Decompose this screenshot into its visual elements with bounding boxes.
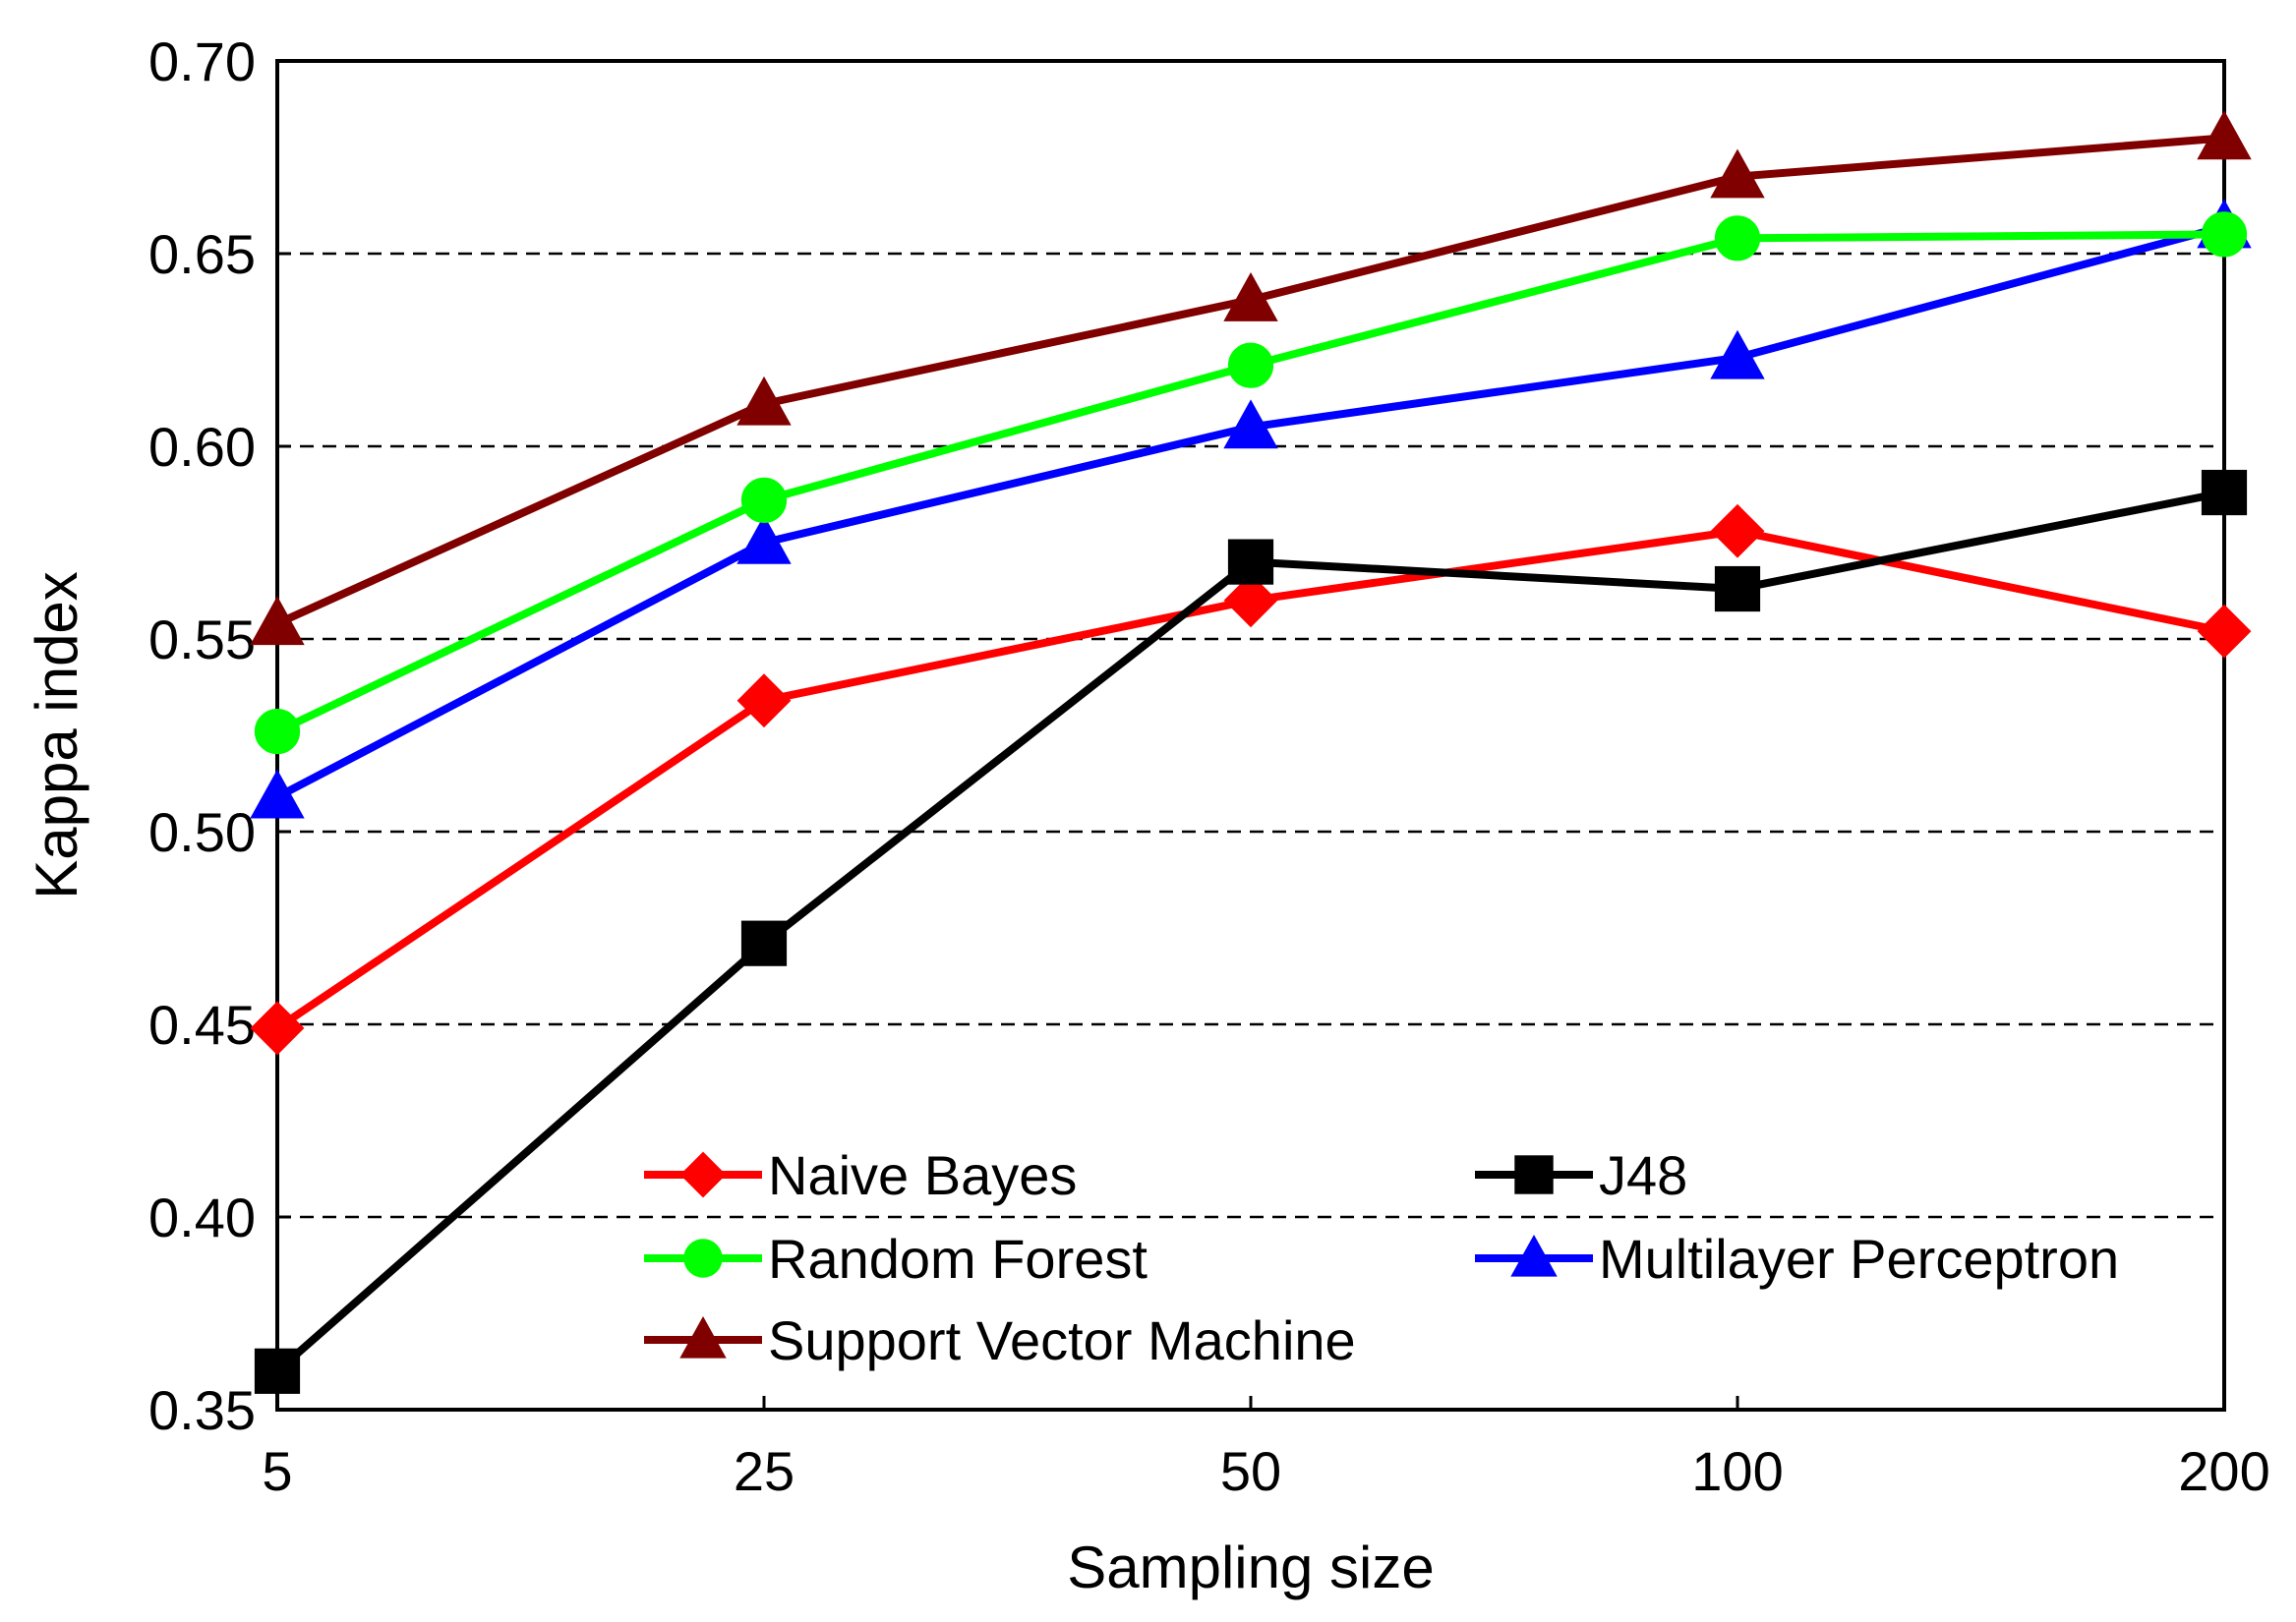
series-support-vector-machine bbox=[250, 110, 2252, 646]
y-tick-label: 0.45 bbox=[148, 994, 256, 1056]
data-point bbox=[1714, 565, 1761, 612]
data-point bbox=[740, 477, 788, 523]
data-point bbox=[2201, 211, 2248, 258]
legend-marker bbox=[683, 1239, 723, 1278]
legend-entry: Random Forest bbox=[644, 1228, 1148, 1290]
legend-label: Random Forest bbox=[768, 1228, 1148, 1290]
legend-label: J48 bbox=[1599, 1144, 1687, 1206]
y-tick-label: 0.55 bbox=[148, 608, 256, 670]
y-tick-label: 0.40 bbox=[148, 1187, 256, 1248]
data-point bbox=[250, 596, 305, 646]
y-axis-title: Kappa index bbox=[24, 571, 89, 899]
x-tick-label: 25 bbox=[734, 1440, 795, 1502]
data-point bbox=[1710, 148, 1765, 199]
data-point bbox=[250, 1001, 305, 1056]
series-layer bbox=[250, 110, 2252, 1394]
x-tick-label: 50 bbox=[1220, 1440, 1281, 1502]
data-point bbox=[2197, 110, 2252, 160]
x-tick-label: 5 bbox=[262, 1440, 292, 1502]
data-point bbox=[2197, 604, 2252, 659]
series-naive-bayes bbox=[250, 503, 2252, 1056]
x-tick-label: 200 bbox=[2178, 1440, 2269, 1502]
data-point bbox=[736, 514, 792, 564]
legend-marker bbox=[679, 1315, 727, 1359]
data-point bbox=[250, 769, 305, 819]
x-axis-title: Sampling size bbox=[1067, 1535, 1435, 1600]
plot-frame bbox=[275, 59, 2226, 1412]
y-tick-label: 0.70 bbox=[148, 30, 256, 92]
data-point bbox=[1227, 342, 1274, 388]
data-point bbox=[254, 1348, 301, 1394]
legend-marker bbox=[1510, 1234, 1558, 1277]
grid-lines bbox=[277, 252, 2224, 1219]
legend-label: Support Vector Machine bbox=[768, 1309, 1356, 1371]
data-point bbox=[740, 920, 788, 966]
data-point bbox=[1223, 271, 1278, 321]
data-point bbox=[1227, 539, 1274, 585]
series-j48 bbox=[254, 469, 2248, 1394]
data-point bbox=[736, 376, 792, 426]
y-tick-label: 0.35 bbox=[148, 1379, 256, 1441]
legend-entry: J48 bbox=[1475, 1144, 1687, 1206]
data-point bbox=[1223, 573, 1278, 628]
series-random-forest bbox=[254, 211, 2248, 755]
legend: Naive Bayes J48 Random Forest Multilayer Pe… bbox=[644, 1144, 2119, 1371]
data-point bbox=[2201, 469, 2248, 516]
data-point bbox=[1714, 215, 1761, 261]
data-point bbox=[254, 708, 301, 755]
y-tick-label: 0.60 bbox=[148, 416, 256, 478]
data-point bbox=[736, 673, 792, 728]
y-tick-label: 0.50 bbox=[148, 801, 256, 863]
legend-marker bbox=[1514, 1155, 1554, 1194]
legend-label: Multilayer Perceptron bbox=[1599, 1228, 2119, 1290]
legend-entry: Naive Bayes bbox=[644, 1144, 1077, 1206]
x-axis: 5 25 50 100 200 bbox=[262, 1396, 2270, 1502]
data-point bbox=[1710, 503, 1765, 558]
legend-entry: Multilayer Perceptron bbox=[1475, 1228, 2119, 1290]
data-point bbox=[1223, 399, 1278, 449]
legend-marker bbox=[679, 1151, 727, 1198]
y-axis: 0.35 0.40 0.45 0.50 0.55 0.60 0.65 0.70 bbox=[148, 30, 291, 1441]
legend-entry: Support Vector Machine bbox=[644, 1309, 1356, 1371]
legend-label: Naive Bayes bbox=[768, 1144, 1077, 1206]
data-point bbox=[1710, 329, 1765, 379]
y-tick-label: 0.65 bbox=[148, 223, 256, 285]
x-tick-label: 100 bbox=[1691, 1440, 1783, 1502]
